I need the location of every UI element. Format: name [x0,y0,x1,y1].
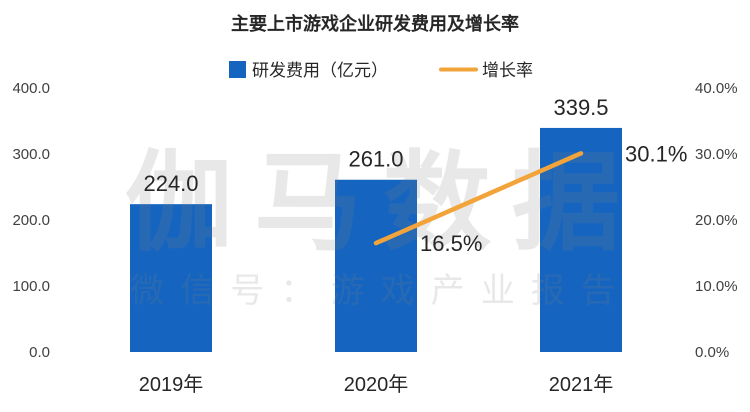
x-axis-label: 2020年 [344,373,409,396]
right-axis-tick-label: 40.0% [695,80,738,97]
growth-rate-data-label: 30.1% [625,141,687,166]
line-data-labels: 16.5% 30.1% [420,141,687,256]
bar-data-label: 339.5 [553,95,608,120]
x-axis-label: 2019年 [139,373,204,396]
right-axis-tick-label: 20.0% [695,212,738,229]
legend-swatch-rd-expense [229,61,246,78]
bar-2020年 [335,179,417,352]
legend: 研发费用（亿元） 增长率 [229,61,533,80]
bar-data-labels: 224.0 261.0 339.5 [143,95,608,196]
left-axis-tick-label: 200.0 [12,212,50,229]
chart-title: 主要上市游戏企业研发费用及增长率 [231,13,519,34]
x-axis-labels: 2019年 2020年 2021年 [139,373,614,396]
left-axis-tick-label: 300.0 [12,146,50,163]
left-axis-tick-label: 400.0 [12,80,50,97]
right-axis-tick-label: 0.0% [695,344,729,361]
bar-2019年 [130,204,212,352]
right-axis-tick-label: 10.0% [695,278,738,295]
legend-label-growth-rate: 增长率 [482,61,533,80]
bar-series [130,127,622,353]
bar-data-label: 224.0 [143,171,198,196]
left-axis-tick-label: 0.0 [29,344,50,361]
bar-data-label: 261.0 [348,147,403,172]
growth-rate-line [373,151,584,246]
x-axis-label: 2021年 [549,373,614,396]
left-axis-ticks: 0.0 100.0 200.0 300.0 400.0 [12,80,50,361]
right-axis-ticks: 0.0% 10.0% 20.0% 30.0% 40.0% [695,80,738,361]
legend-label-rd-expense: 研发费用（亿元） [252,61,388,80]
left-axis-tick-label: 100.0 [12,278,50,295]
growth-rate-data-label: 16.5% [420,231,482,256]
right-axis-tick-label: 30.0% [695,146,738,163]
line-series [373,151,584,246]
